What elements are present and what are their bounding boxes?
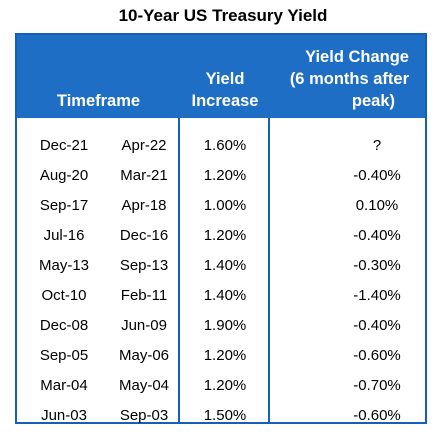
table-row: Oct-10 Feb-11 1.40% -1.40% — [17, 281, 425, 311]
table-row: Mar-04 May-04 1.20% -0.70% — [17, 371, 425, 401]
table-row: Sep-05 May-06 1.20% -0.60% — [17, 341, 425, 371]
cell-yield-change: -0.30% — [353, 257, 401, 274]
table-row: Aug-20 Mar-21 1.20% -0.40% — [17, 161, 425, 191]
table-row: Dec-08 Jun-09 1.90% -0.40% — [17, 311, 425, 341]
cell-yield-change: -0.70% — [353, 377, 401, 394]
table-row: Dec-21 Apr-22 1.60%? — [17, 131, 425, 161]
cell-end-date: Feb-11 — [120, 287, 168, 304]
cell-yield-change: 0.10% — [355, 197, 399, 214]
header-yield-change-line-3: peak) — [351, 92, 395, 110]
chart-title: 10-Year US Treasury Yield — [118, 6, 328, 25]
cell-yield-change: -0.40% — [353, 167, 401, 184]
cell-yield-increase: 1.40% — [203, 287, 247, 304]
cell-yield-change: -0.60% — [353, 407, 401, 424]
cell-end-date: Apr-18 — [121, 197, 167, 214]
header-yield-increase: Yield Increase — [180, 68, 270, 112]
cell-start-date: Aug-20 — [39, 167, 89, 184]
table-row: Jun-03 Sep-03 1.50% -0.60% — [17, 401, 425, 431]
header-yield-increase-line-2: Increase — [191, 92, 259, 110]
header-yield-increase-line-1: Yield — [205, 70, 245, 88]
cell-yield-increase: 1.20% — [203, 377, 247, 394]
table-row: May-13 Sep-13 1.40% -0.30% — [17, 251, 425, 281]
cell-end-date: May-04 — [118, 377, 170, 394]
cell-yield-increase: 1.60% — [203, 137, 247, 154]
cell-start-date: Dec-21 — [39, 137, 89, 154]
cell-start-date: Mar-04 — [40, 377, 88, 394]
cell-yield-change-wrap: -0.40% — [270, 161, 429, 191]
cell-yield-increase: 1.00% — [203, 197, 247, 214]
table-row: Sep-17 Apr-18 1.00% 0.10% — [17, 191, 425, 221]
cell-yield-change-wrap: -0.70% — [270, 371, 429, 401]
cell-yield-change-wrap: 0.10% — [270, 191, 429, 221]
cell-yield-increase: 1.20% — [203, 227, 247, 244]
cell-yield-change-wrap: -0.40% — [270, 311, 429, 341]
cell-end-date: Sep-13 — [119, 257, 169, 274]
cell-yield-increase: 1.20% — [203, 167, 247, 184]
cell-yield-change: -1.40% — [353, 287, 401, 304]
header-yield-change-line-1: Yield Change — [305, 48, 409, 66]
table-row: Jul-16 Dec-16 1.20% -0.40% — [17, 221, 425, 251]
cell-end-date: Mar-21 — [120, 167, 168, 184]
cell-yield-change-wrap: -0.60% — [270, 341, 429, 371]
cell-yield-change: -0.60% — [353, 347, 401, 364]
cell-start-date: May-13 — [38, 257, 90, 274]
cell-yield-increase: 1.50% — [203, 407, 247, 424]
cell-start-date: Oct-10 — [41, 287, 87, 304]
cell-yield-increase: 1.90% — [203, 317, 247, 334]
cell-end-date: May-06 — [118, 347, 170, 364]
cell-end-date: Sep-03 — [119, 407, 169, 424]
cell-start-date: Dec-08 — [39, 317, 89, 334]
cell-yield-change-wrap: ? — [270, 131, 429, 161]
cell-start-date: Sep-05 — [39, 347, 89, 364]
cell-yield-change: ? — [372, 137, 382, 154]
header-timeframe: Timeframe — [56, 92, 141, 110]
table-body: Dec-21 Apr-22 1.60%? Aug-20 Mar-21 1.20% -0.40… — [17, 131, 425, 431]
cell-start-date: Sep-17 — [39, 197, 89, 214]
cell-yield-change: -0.40% — [353, 227, 401, 244]
cell-yield-increase: 1.20% — [203, 347, 247, 364]
cell-yield-change-wrap: -0.40% — [270, 221, 429, 251]
header-yield-change-line-2: (6 months after — [289, 70, 409, 88]
cell-end-date: Jun-09 — [121, 317, 167, 334]
table-header: Timeframe Yield Increase Yield Change (6… — [17, 35, 425, 118]
cell-yield-change: -0.40% — [353, 317, 401, 334]
cell-yield-change-wrap: -1.40% — [270, 281, 429, 311]
cell-end-date: Apr-22 — [121, 137, 167, 154]
cell-start-date: Jul-16 — [43, 227, 85, 244]
column-divider-2 — [268, 118, 270, 422]
yield-table: Timeframe Yield Increase Yield Change (6… — [15, 33, 427, 424]
cell-yield-change-wrap: -0.60% — [270, 401, 429, 431]
cell-yield-change-wrap: -0.30% — [270, 251, 429, 281]
cell-start-date: Jun-03 — [41, 407, 87, 424]
header-yield-change: Yield Change (6 months after peak) — [270, 46, 429, 112]
cell-yield-increase: 1.40% — [203, 257, 247, 274]
cell-end-date: Dec-16 — [119, 227, 169, 244]
column-divider-1 — [178, 118, 180, 422]
